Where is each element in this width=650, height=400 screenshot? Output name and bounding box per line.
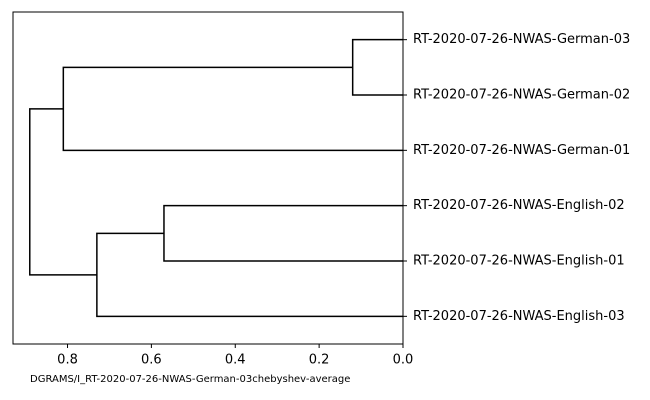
dendrogram-link	[351, 38, 403, 96]
x-axis-label: DGRAMS/I_RT-2020-07-26-NWAS-German-03che…	[30, 374, 350, 385]
dendrogram-link	[96, 232, 403, 318]
x-tick-label: 0.8	[57, 353, 78, 368]
dendrogram-link	[163, 204, 403, 262]
leaf-label: RT-2020-07-26-NWAS-German-01	[413, 143, 630, 158]
leaf-label: RT-2020-07-26-NWAS-English-03	[413, 309, 625, 324]
x-tick-label: 0.2	[309, 353, 330, 368]
x-tick-label: 0.6	[141, 353, 162, 368]
axes-frame	[12, 11, 404, 345]
x-tick-label: 0.0	[393, 353, 414, 368]
leaf-label: RT-2020-07-26-NWAS-German-02	[413, 88, 630, 103]
dendrogram-link	[62, 66, 403, 152]
leaf-label: RT-2020-07-26-NWAS-English-01	[413, 254, 625, 269]
leaf-label: RT-2020-07-26-NWAS-English-02	[413, 198, 625, 213]
x-tick-label: 0.4	[225, 353, 246, 368]
dendrogram-link	[29, 108, 97, 276]
leaf-label: RT-2020-07-26-NWAS-German-03	[413, 32, 630, 47]
